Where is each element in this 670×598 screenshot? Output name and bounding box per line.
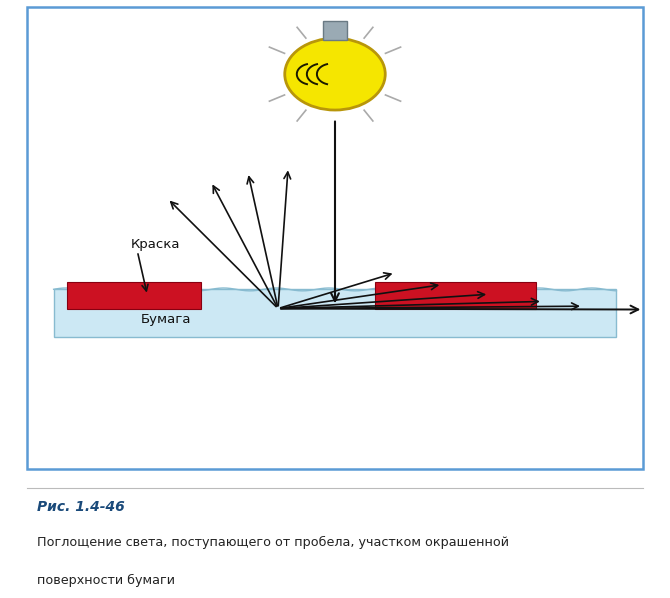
Bar bbox=[323, 20, 347, 39]
Bar bbox=[54, 289, 616, 337]
FancyBboxPatch shape bbox=[27, 7, 643, 469]
Text: Бумага: Бумага bbox=[141, 313, 191, 325]
Circle shape bbox=[285, 38, 385, 110]
Text: Краска: Краска bbox=[131, 238, 180, 251]
Text: поверхности бумаги: поверхности бумаги bbox=[37, 574, 175, 587]
Bar bbox=[67, 282, 201, 309]
Text: Рис. 1.4-46: Рис. 1.4-46 bbox=[37, 500, 125, 514]
Text: Поглощение света, поступающего от пробела, участком окрашенной: Поглощение света, поступающего от пробел… bbox=[37, 536, 509, 549]
Bar bbox=[375, 282, 536, 309]
